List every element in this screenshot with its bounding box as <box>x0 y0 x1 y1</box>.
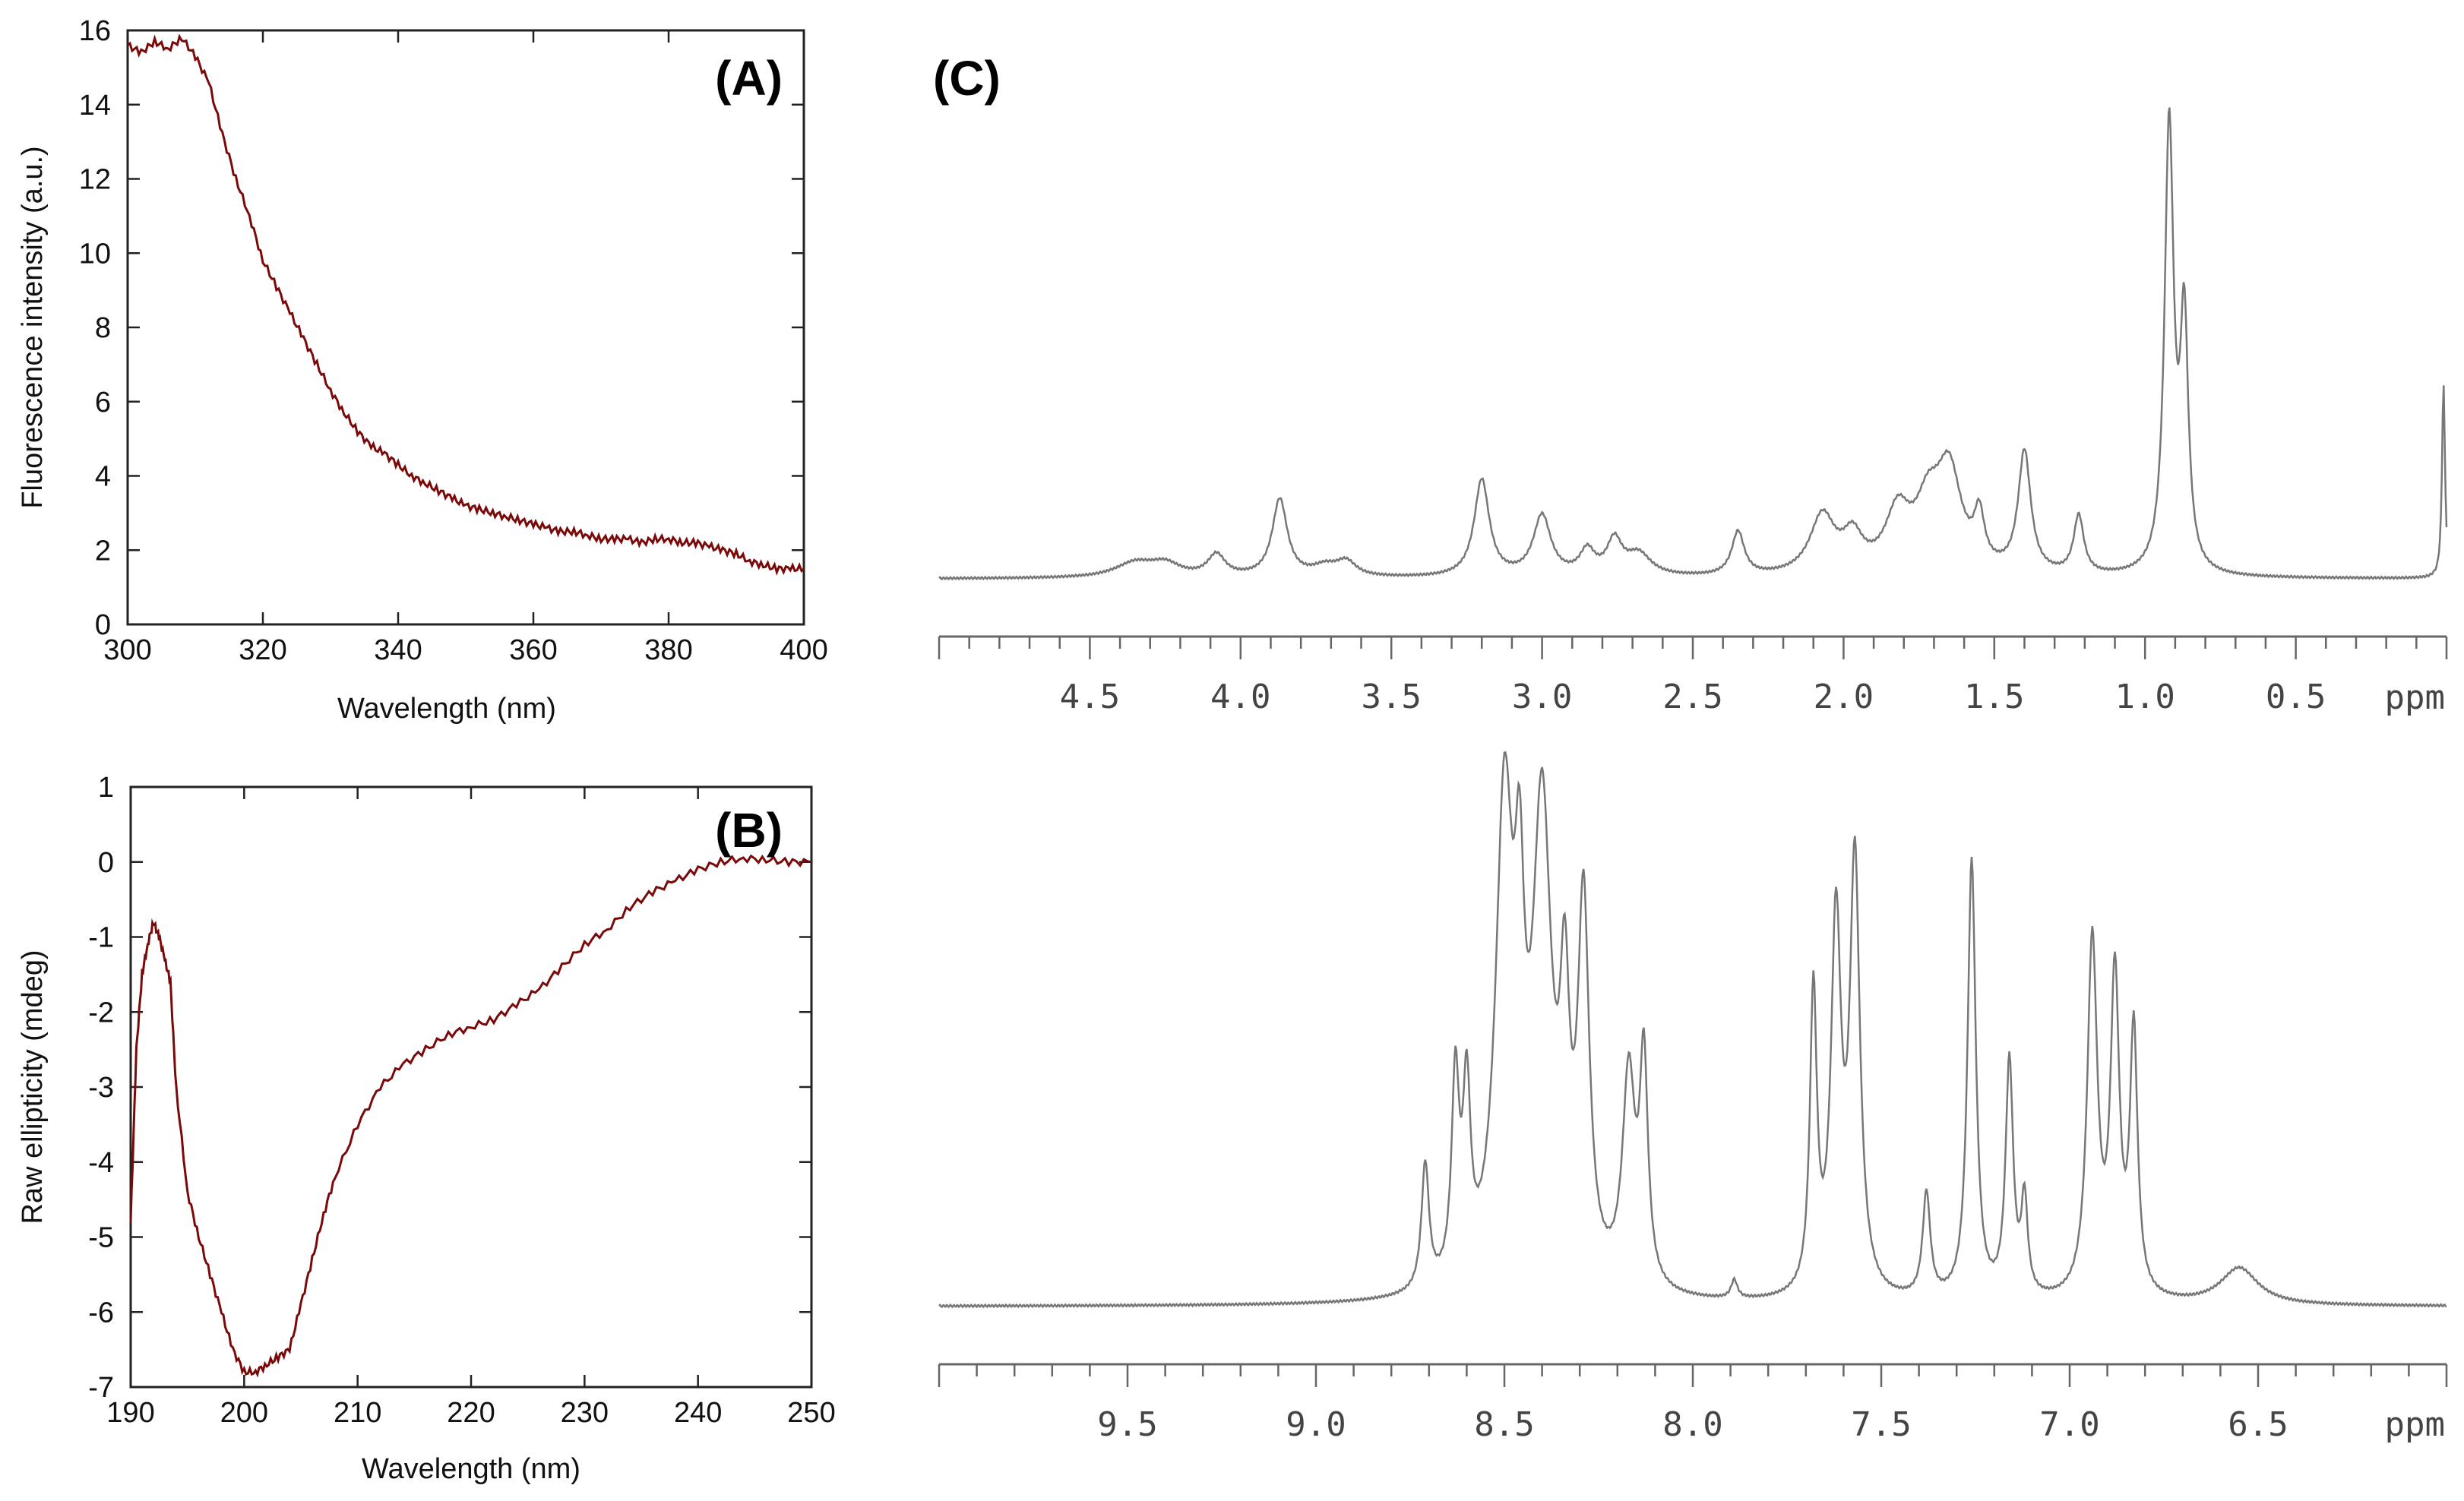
y-tick-label: 12 <box>79 164 111 196</box>
x-tick-label: 210 <box>334 1397 381 1429</box>
ppm-tick-label: 2.5 <box>1662 678 1722 716</box>
x-tick-label: 220 <box>447 1397 495 1429</box>
x-tick-label: 360 <box>509 634 557 666</box>
y-tick-label: 14 <box>79 90 111 122</box>
ppm-tick-label: 8.0 <box>1662 1405 1722 1444</box>
y-tick-label: -1 <box>88 922 114 954</box>
x-tick-label: 400 <box>780 634 827 666</box>
y-tick-label: 0 <box>95 609 111 641</box>
ppm-tick-label: 8.5 <box>1474 1405 1534 1444</box>
y-tick-label: 0 <box>98 847 114 879</box>
y-tick-label: 10 <box>79 238 111 270</box>
x-tick-label: 240 <box>674 1397 722 1429</box>
y-tick-label: 4 <box>95 461 111 493</box>
y-tick-label: 8 <box>95 312 111 344</box>
panel-b-xlabel: Wavelength (nm) <box>362 1453 580 1485</box>
panel-c-lower-ticks: 9.5 9.0 8.5 8.0 7.5 7.0 6.5 <box>938 1364 2448 1444</box>
panel-c-lower-series-line <box>938 750 2447 1309</box>
x-tick-label: 340 <box>374 634 422 666</box>
ppm-tick-label: 1.0 <box>2114 678 2175 716</box>
y-tick-label: 1 <box>98 772 114 804</box>
ppm-tick-label: 3.0 <box>1512 678 1572 716</box>
y-tick-label: 6 <box>95 387 111 419</box>
x-tick-label: 230 <box>561 1397 609 1429</box>
x-tick-label: 380 <box>644 634 692 666</box>
ppm-tick-label: 7.0 <box>2039 1405 2099 1444</box>
ppm-tick-label: 9.0 <box>1286 1405 1346 1444</box>
ppm-tick-label: 4.5 <box>1060 678 1120 716</box>
panel-a-frame <box>126 29 805 626</box>
x-tick-label: 300 <box>103 634 151 666</box>
panel-a-label: (A) <box>715 51 783 106</box>
x-tick-label: 320 <box>239 634 286 666</box>
panel-a-xlabel: Wavelength (nm) <box>337 693 556 725</box>
panel-c-lower-spectrum: 9.5 9.0 8.5 8.0 7.5 7.0 6.5 ppm <box>938 750 2448 1444</box>
x-tick-label: 200 <box>220 1397 268 1429</box>
panel-c-upper-spectrum: 4.5 4.0 3.5 3.0 2.5 2.0 1.5 1.0 0.5 ppm <box>938 107 2448 717</box>
ppm-tick-label: 4.0 <box>1210 678 1270 716</box>
panel-a-ticks: 300 320 340 360 380 400 0 2 4 6 8 10 12 14 16 <box>79 15 828 666</box>
ppm-tick-label: 6.5 <box>2228 1405 2288 1444</box>
ppm-tick-label: 0.5 <box>2266 678 2326 716</box>
panel-b-ylabel: Raw ellipticity (mdeg) <box>17 950 49 1224</box>
panel-c-chart: (C) 4.5 4.0 3.5 3.0 2.5 2.0 1.5 1.0 0.5 ppm 9.5 9… <box>933 51 2448 1444</box>
ppm-tick-label: 1.5 <box>1964 678 2024 716</box>
ppm-tick-label: 2.0 <box>1814 678 1874 716</box>
panel-c-lower-xlabel: ppm <box>2385 1405 2445 1444</box>
panel-b-series-line <box>129 854 812 1378</box>
y-tick-label: -3 <box>88 1072 114 1104</box>
y-tick-label: -4 <box>88 1147 114 1179</box>
y-tick-label: -7 <box>88 1372 114 1404</box>
y-tick-label: -5 <box>88 1222 114 1254</box>
ppm-tick-label: 3.5 <box>1361 678 1421 716</box>
panel-c-upper-series-line <box>938 107 2448 581</box>
panel-c-label: (C) <box>933 51 1001 106</box>
panel-b-ticks: 190 200 210 220 230 240 250 -7 -6 -5 -4 -3 -2 -1 0 1 <box>88 772 836 1429</box>
panel-b-chart: 190 200 210 220 230 240 250 -7 -6 -5 -4 -3 -2 -1 0 1 (B… <box>17 772 836 1485</box>
y-tick-label: 16 <box>79 15 111 47</box>
panel-c-upper-xlabel: ppm <box>2385 678 2445 717</box>
y-tick-label: -6 <box>88 1297 114 1329</box>
ppm-tick-label: 9.5 <box>1097 1405 1157 1444</box>
ppm-tick-label: 7.5 <box>1851 1405 1911 1444</box>
panel-b-frame <box>129 785 813 1389</box>
y-tick-label: -2 <box>88 997 114 1029</box>
y-tick-label: 2 <box>95 535 111 567</box>
panel-c-upper-ticks: 4.5 4.0 3.5 3.0 2.5 2.0 1.5 1.0 0.5 <box>938 637 2448 716</box>
panel-a-chart: 300 320 340 360 380 400 0 2 4 6 8 10 12 14 16 (A) Wave… <box>17 15 828 725</box>
panel-b-label: (B) <box>715 803 783 858</box>
panel-a-ylabel: Fluorescence intensity (a.u.) <box>17 146 49 508</box>
x-tick-label: 250 <box>787 1397 835 1429</box>
x-tick-label: 190 <box>106 1397 154 1429</box>
panel-a-series-line <box>127 33 805 576</box>
